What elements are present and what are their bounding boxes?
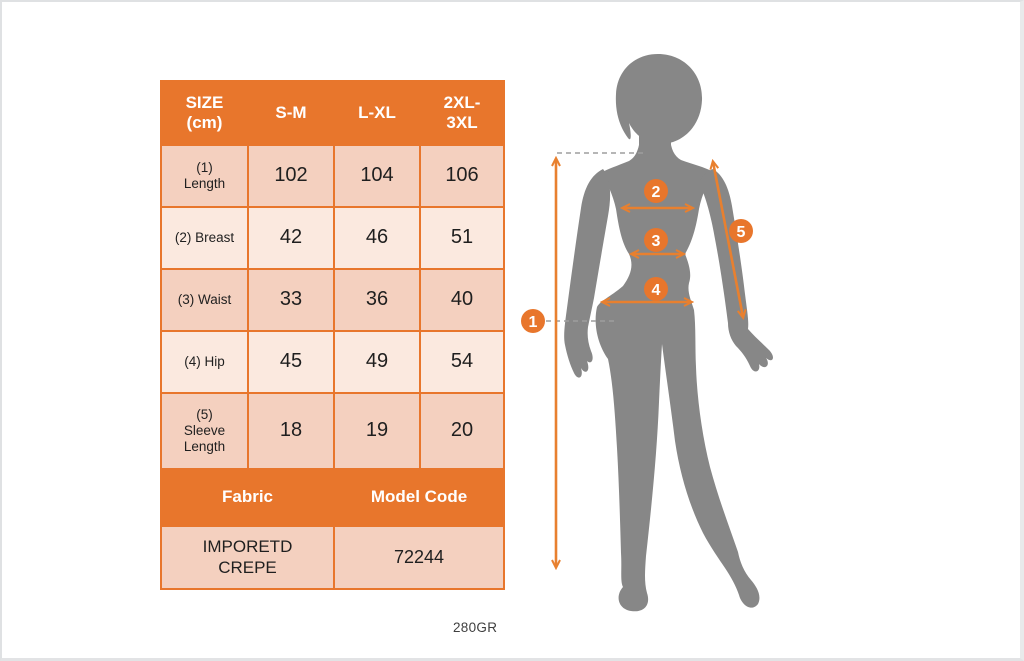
marker-4: 4 <box>644 277 668 301</box>
table-header-size: SIZE (cm) <box>162 82 247 144</box>
info-header-fabric: Fabric <box>162 470 333 525</box>
row-length-label: (1) Length <box>162 146 247 206</box>
marker-5-circle <box>729 219 753 243</box>
row-sleeve-sm: 18 <box>249 394 333 468</box>
model-code-value: 72244 <box>335 527 503 588</box>
row-hip-label: (4) Hip <box>162 332 247 392</box>
row-length-2xl3xl: 106 <box>421 146 503 206</box>
row-length-lxl: 104 <box>335 146 419 206</box>
table-header-sm: S-M <box>249 82 333 144</box>
marker-4-circle <box>644 277 668 301</box>
measure-arrow-sleeve <box>713 162 743 317</box>
row-hip-2xl3xl: 54 <box>421 332 503 392</box>
weight-note: 280GR <box>453 620 498 635</box>
marker-5-number: 5 <box>737 224 746 241</box>
fabric-value: IMPORETD CREPE <box>162 527 333 588</box>
row-breast-2xl3xl: 51 <box>421 208 503 268</box>
row-waist-sm: 33 <box>249 270 333 330</box>
marker-2: 2 <box>644 179 668 203</box>
marker-1: 1 <box>521 309 545 333</box>
marker-1-number: 1 <box>529 314 538 331</box>
row-sleeve-2xl3xl: 20 <box>421 394 503 468</box>
row-hip-lxl: 49 <box>335 332 419 392</box>
row-length-sm: 102 <box>249 146 333 206</box>
silhouette-left-arm <box>564 169 611 378</box>
row-breast-lxl: 46 <box>335 208 419 268</box>
marker-5: 5 <box>729 219 753 243</box>
silhouette-right-arm <box>700 169 773 372</box>
marker-2-circle <box>644 179 668 203</box>
row-sleeve-lxl: 19 <box>335 394 419 468</box>
table-header-lxl: L-XL <box>335 82 419 144</box>
row-waist-lxl: 36 <box>335 270 419 330</box>
row-hip-sm: 45 <box>249 332 333 392</box>
marker-3-number: 3 <box>652 233 661 250</box>
row-breast-sm: 42 <box>249 208 333 268</box>
info-header-model-code: Model Code <box>335 470 503 525</box>
marker-3-circle <box>644 228 668 252</box>
table-header-2xl3xl: 2XL- 3XL <box>421 82 503 144</box>
size-table: SIZE (cm) S-M L-XL 2XL- 3XL (1) Length 1… <box>160 80 505 590</box>
row-waist-label: (3) Waist <box>162 270 247 330</box>
marker-4-number: 4 <box>652 282 661 299</box>
marker-3: 3 <box>644 228 668 252</box>
female-silhouette <box>564 54 773 612</box>
row-sleeve-label: (5) Sleeve Length <box>162 394 247 468</box>
row-waist-2xl3xl: 40 <box>421 270 503 330</box>
silhouette-head-hair <box>615 54 703 145</box>
marker-1-circle <box>521 309 545 333</box>
marker-2-number: 2 <box>652 184 661 201</box>
row-breast-label: (2) Breast <box>162 208 247 268</box>
